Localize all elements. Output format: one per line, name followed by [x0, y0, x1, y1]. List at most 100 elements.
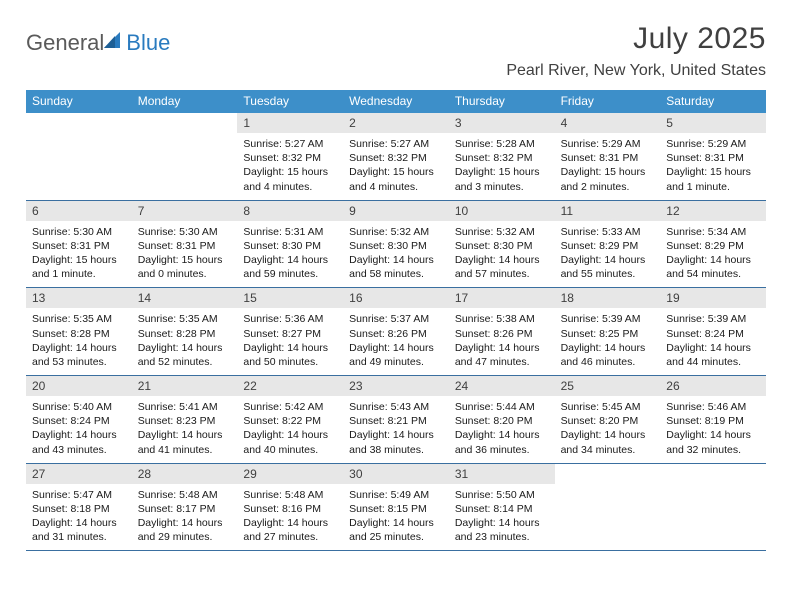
- daylight-line: Daylight: 15 hours and 4 minutes.: [243, 165, 337, 193]
- daylight-line: Daylight: 14 hours and 27 minutes.: [243, 516, 337, 544]
- calendar-cell: 8Sunrise: 5:31 AMSunset: 8:30 PMDaylight…: [237, 201, 343, 289]
- day-number: 17: [449, 288, 555, 308]
- calendar-cell-empty: [555, 464, 661, 552]
- calendar-cell: 30Sunrise: 5:49 AMSunset: 8:15 PMDayligh…: [343, 464, 449, 552]
- calendar-cell: 13Sunrise: 5:35 AMSunset: 8:28 PMDayligh…: [26, 288, 132, 376]
- day-details: Sunrise: 5:39 AMSunset: 8:25 PMDaylight:…: [555, 308, 661, 369]
- day-number: 22: [237, 376, 343, 396]
- daylight-line: Daylight: 14 hours and 54 minutes.: [666, 253, 760, 281]
- calendar-cell-empty: [26, 113, 132, 201]
- sunrise-line: Sunrise: 5:27 AM: [243, 137, 337, 151]
- sunset-line: Sunset: 8:24 PM: [32, 414, 126, 428]
- sunrise-line: Sunrise: 5:27 AM: [349, 137, 443, 151]
- day-number: 4: [555, 113, 661, 133]
- day-details: Sunrise: 5:35 AMSunset: 8:28 PMDaylight:…: [26, 308, 132, 369]
- calendar-cell: 22Sunrise: 5:42 AMSunset: 8:22 PMDayligh…: [237, 376, 343, 464]
- sunrise-line: Sunrise: 5:32 AM: [455, 225, 549, 239]
- day-number: 21: [132, 376, 238, 396]
- day-number: 24: [449, 376, 555, 396]
- calendar-cell: 9Sunrise: 5:32 AMSunset: 8:30 PMDaylight…: [343, 201, 449, 289]
- day-number: 5: [660, 113, 766, 133]
- sunrise-line: Sunrise: 5:41 AM: [138, 400, 232, 414]
- sunset-line: Sunset: 8:31 PM: [561, 151, 655, 165]
- calendar-cell: 19Sunrise: 5:39 AMSunset: 8:24 PMDayligh…: [660, 288, 766, 376]
- sunset-line: Sunset: 8:21 PM: [349, 414, 443, 428]
- day-details: Sunrise: 5:48 AMSunset: 8:17 PMDaylight:…: [132, 484, 238, 545]
- calendar-cell: 15Sunrise: 5:36 AMSunset: 8:27 PMDayligh…: [237, 288, 343, 376]
- calendar-cell: 24Sunrise: 5:44 AMSunset: 8:20 PMDayligh…: [449, 376, 555, 464]
- day-details: Sunrise: 5:47 AMSunset: 8:18 PMDaylight:…: [26, 484, 132, 545]
- brand-part1: General: [26, 30, 104, 56]
- day-details: Sunrise: 5:32 AMSunset: 8:30 PMDaylight:…: [449, 221, 555, 282]
- day-number: 11: [555, 201, 661, 221]
- calendar-cell: 7Sunrise: 5:30 AMSunset: 8:31 PMDaylight…: [132, 201, 238, 289]
- calendar-cell: 26Sunrise: 5:46 AMSunset: 8:19 PMDayligh…: [660, 376, 766, 464]
- day-number: 25: [555, 376, 661, 396]
- day-number: 10: [449, 201, 555, 221]
- day-details: Sunrise: 5:27 AMSunset: 8:32 PMDaylight:…: [237, 133, 343, 194]
- daylight-line: Daylight: 14 hours and 44 minutes.: [666, 341, 760, 369]
- calendar-cell: 17Sunrise: 5:38 AMSunset: 8:26 PMDayligh…: [449, 288, 555, 376]
- daylight-line: Daylight: 14 hours and 58 minutes.: [349, 253, 443, 281]
- calendar-cell: 23Sunrise: 5:43 AMSunset: 8:21 PMDayligh…: [343, 376, 449, 464]
- daylight-line: Daylight: 14 hours and 31 minutes.: [32, 516, 126, 544]
- day-details: Sunrise: 5:48 AMSunset: 8:16 PMDaylight:…: [237, 484, 343, 545]
- sunset-line: Sunset: 8:30 PM: [349, 239, 443, 253]
- day-header: Tuesday: [237, 90, 343, 113]
- day-details: Sunrise: 5:30 AMSunset: 8:31 PMDaylight:…: [26, 221, 132, 282]
- title-block: July 2025 Pearl River, New York, United …: [506, 22, 766, 80]
- sunrise-line: Sunrise: 5:38 AM: [455, 312, 549, 326]
- calendar-cell: 18Sunrise: 5:39 AMSunset: 8:25 PMDayligh…: [555, 288, 661, 376]
- day-header: Saturday: [660, 90, 766, 113]
- day-details: Sunrise: 5:45 AMSunset: 8:20 PMDaylight:…: [555, 396, 661, 457]
- day-number: 9: [343, 201, 449, 221]
- day-number: 12: [660, 201, 766, 221]
- sunset-line: Sunset: 8:31 PM: [138, 239, 232, 253]
- day-details: Sunrise: 5:43 AMSunset: 8:21 PMDaylight:…: [343, 396, 449, 457]
- day-header: Friday: [555, 90, 661, 113]
- daylight-line: Daylight: 14 hours and 53 minutes.: [32, 341, 126, 369]
- day-details: Sunrise: 5:49 AMSunset: 8:15 PMDaylight:…: [343, 484, 449, 545]
- day-number: 27: [26, 464, 132, 484]
- sunset-line: Sunset: 8:24 PM: [666, 327, 760, 341]
- daylight-line: Daylight: 15 hours and 0 minutes.: [138, 253, 232, 281]
- sunrise-line: Sunrise: 5:45 AM: [561, 400, 655, 414]
- day-details: Sunrise: 5:33 AMSunset: 8:29 PMDaylight:…: [555, 221, 661, 282]
- sunset-line: Sunset: 8:22 PM: [243, 414, 337, 428]
- calendar-cell: 31Sunrise: 5:50 AMSunset: 8:14 PMDayligh…: [449, 464, 555, 552]
- calendar-cell-empty: [132, 113, 238, 201]
- sunrise-line: Sunrise: 5:39 AM: [561, 312, 655, 326]
- day-number: 18: [555, 288, 661, 308]
- sunrise-line: Sunrise: 5:39 AM: [666, 312, 760, 326]
- sunset-line: Sunset: 8:29 PM: [561, 239, 655, 253]
- day-details: Sunrise: 5:39 AMSunset: 8:24 PMDaylight:…: [660, 308, 766, 369]
- daylight-line: Daylight: 15 hours and 2 minutes.: [561, 165, 655, 193]
- sunset-line: Sunset: 8:32 PM: [349, 151, 443, 165]
- sunrise-line: Sunrise: 5:30 AM: [32, 225, 126, 239]
- day-details: Sunrise: 5:50 AMSunset: 8:14 PMDaylight:…: [449, 484, 555, 545]
- day-details: Sunrise: 5:38 AMSunset: 8:26 PMDaylight:…: [449, 308, 555, 369]
- sunset-line: Sunset: 8:20 PM: [455, 414, 549, 428]
- day-number: 15: [237, 288, 343, 308]
- daylight-line: Daylight: 14 hours and 47 minutes.: [455, 341, 549, 369]
- sunrise-line: Sunrise: 5:28 AM: [455, 137, 549, 151]
- day-details: Sunrise: 5:31 AMSunset: 8:30 PMDaylight:…: [237, 221, 343, 282]
- sunrise-line: Sunrise: 5:50 AM: [455, 488, 549, 502]
- sunset-line: Sunset: 8:23 PM: [138, 414, 232, 428]
- sunrise-line: Sunrise: 5:42 AM: [243, 400, 337, 414]
- calendar-cell: 4 Sunrise: 5:29 AMSunset: 8:31 PMDaylight…: [555, 113, 661, 201]
- sunset-line: Sunset: 8:30 PM: [455, 239, 549, 253]
- sunset-line: Sunset: 8:28 PM: [138, 327, 232, 341]
- day-details: Sunrise: 5:42 AMSunset: 8:22 PMDaylight:…: [237, 396, 343, 457]
- day-details: Sunrise: 5:29 AMSunset: 8:31 PMDaylight:…: [660, 133, 766, 194]
- day-details: Sunrise: 5:34 AMSunset: 8:29 PMDaylight:…: [660, 221, 766, 282]
- calendar-cell: 25Sunrise: 5:45 AMSunset: 8:20 PMDayligh…: [555, 376, 661, 464]
- day-number: 31: [449, 464, 555, 484]
- calendar-cell: 14Sunrise: 5:35 AMSunset: 8:28 PMDayligh…: [132, 288, 238, 376]
- day-number: 7: [132, 201, 238, 221]
- day-details: Sunrise: 5:40 AMSunset: 8:24 PMDaylight:…: [26, 396, 132, 457]
- sunrise-line: Sunrise: 5:29 AM: [561, 137, 655, 151]
- day-details: Sunrise: 5:36 AMSunset: 8:27 PMDaylight:…: [237, 308, 343, 369]
- day-header: Wednesday: [343, 90, 449, 113]
- day-details: Sunrise: 5:37 AMSunset: 8:26 PMDaylight:…: [343, 308, 449, 369]
